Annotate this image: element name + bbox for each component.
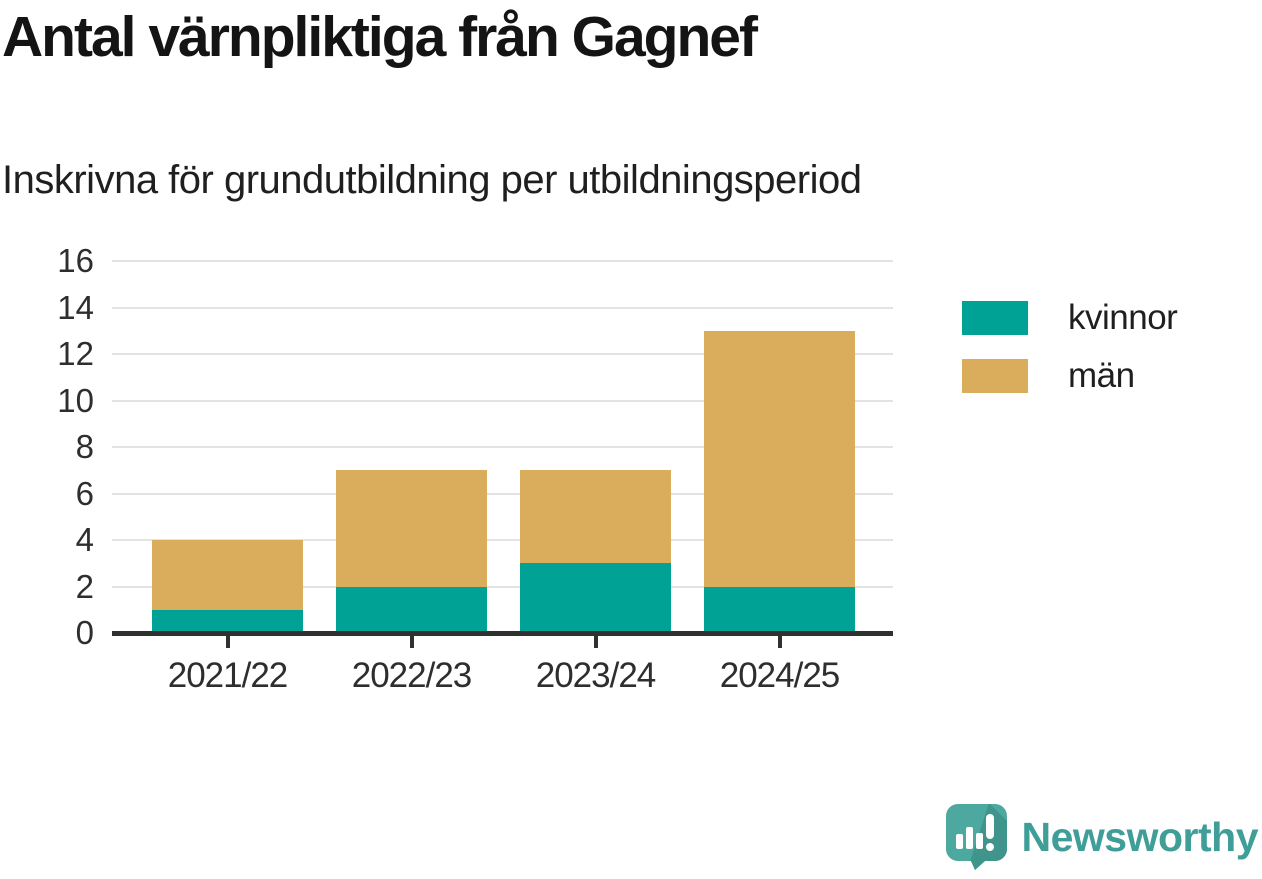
bar-segment-kvinnor-2021/22: [152, 609, 303, 633]
bar-segment-män-2022/23: [336, 470, 487, 587]
legend-item-kvinnor: kvinnor: [962, 298, 1178, 337]
x-tick-label-2022/23: 2022/23: [351, 656, 473, 695]
x-tick-2024/25: [777, 635, 782, 648]
bar-2022/23: [336, 261, 487, 633]
page-title: Antal värnpliktiga från Gagnef: [2, 5, 758, 69]
bar-segment-kvinnor-2023/24: [520, 563, 671, 633]
bar-segment-män-2024/25: [704, 330, 855, 587]
bar-segment-kvinnor-2022/23: [336, 586, 487, 633]
bar-2024/25: [704, 261, 855, 633]
bar-2023/24: [520, 261, 671, 633]
stacked-bar-chart: 0 2 4 6 8 10 12 14 16 2021/22 2022/23 2023/24 2024/…: [0, 242, 940, 731]
bar-segment-kvinnor-2024/25: [704, 586, 855, 633]
gridline-y-4: [112, 539, 893, 541]
y-tick-label-16: 16: [57, 242, 94, 279]
x-tick-2022/23: [409, 635, 414, 648]
x-tick-label-2021/22: 2021/22: [167, 656, 289, 695]
y-tick-label-0: 0: [75, 614, 94, 651]
y-tick-label-8: 8: [75, 428, 94, 465]
bar-2021/22: [152, 261, 303, 633]
legend-label-kvinnor: kvinnor: [1068, 298, 1178, 337]
gridline-y-6: [112, 492, 893, 495]
legend-label-män: män: [1068, 356, 1135, 395]
gridline-y-14: [112, 306, 893, 309]
gridline-y-2: [112, 585, 893, 588]
x-axis-line: [112, 631, 893, 636]
x-tick-label-2024/25: 2024/25: [719, 656, 841, 695]
legend-swatch-män: [962, 358, 1028, 393]
gridline-y-8: [112, 446, 893, 448]
gridline-y-10: [112, 399, 893, 402]
gridline-y-12: [112, 353, 893, 355]
chart-legend: kvinnor män: [962, 298, 1178, 416]
legend-item-män: män: [962, 358, 1177, 393]
plot-area: [112, 260, 893, 636]
y-tick-label-10: 10: [57, 381, 94, 419]
y-tick-label-6: 6: [75, 474, 94, 512]
legend-swatch-kvinnor: [962, 300, 1028, 335]
bar-segment-män-2021/22: [152, 540, 303, 610]
y-tick-label-14: 14: [57, 288, 94, 326]
y-tick-label-2: 2: [75, 567, 94, 605]
newsworthy-logo-icon: [945, 804, 1007, 870]
gridline-y-16: [112, 260, 893, 262]
brand-footer: Newsworthy: [945, 803, 1259, 871]
brand-name: Newsworthy: [1021, 813, 1259, 860]
y-tick-label-4: 4: [75, 521, 94, 558]
x-tick-2023/24: [593, 635, 598, 648]
y-tick-label-12: 12: [57, 335, 94, 372]
bar-segment-män-2023/24: [520, 470, 671, 564]
x-tick-label-2023/24: 2023/24: [535, 656, 657, 695]
chart-subtitle: Inskrivna för grundutbildning per utbild…: [2, 158, 862, 202]
x-tick-2021/22: [225, 635, 230, 648]
